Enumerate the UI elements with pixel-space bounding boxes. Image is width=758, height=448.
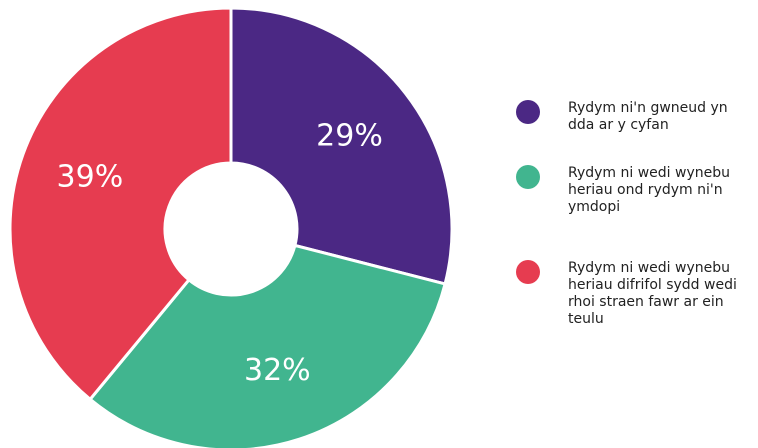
legend-label: Rydym ni wedi wynebu heriau difrifol syd… [568, 260, 737, 327]
legend-item: Rydym ni wedi wynebu heriau ond rydym ni… [516, 165, 746, 216]
donut-slice [8, 6, 233, 402]
legend-item: Rydym ni wedi wynebu heriau difrifol syd… [516, 260, 746, 328]
legend-swatch [516, 165, 540, 189]
slice-label: 32% [244, 353, 311, 388]
legend-swatch [516, 100, 540, 124]
legend-item: Rydym ni'n gwneud yn dda ar y cyfan [516, 100, 746, 134]
legend-label: Rydym ni'n gwneud yn dda ar y cyfan [568, 100, 728, 133]
legend-swatch [516, 260, 540, 284]
donut-slice [88, 243, 447, 448]
slice-label: 29% [316, 119, 383, 154]
legend-label: Rydym ni wedi wynebu heriau ond rydym ni… [568, 165, 730, 215]
slice-label: 39% [57, 160, 124, 195]
donut-slice [229, 6, 454, 286]
